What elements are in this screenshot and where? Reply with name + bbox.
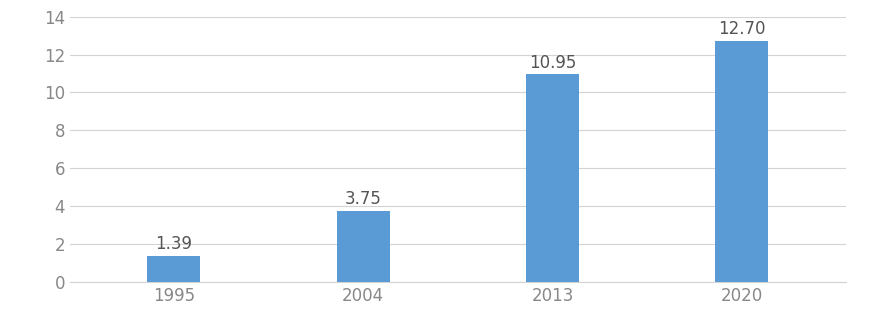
Bar [147,256,201,282]
Text: 12.70: 12.70 [718,20,766,39]
Bar [526,74,579,282]
Bar [715,41,768,282]
Bar [337,211,390,282]
Text: 3.75: 3.75 [344,190,382,208]
Text: 10.95: 10.95 [528,53,576,72]
Text: 1.39: 1.39 [155,235,193,253]
